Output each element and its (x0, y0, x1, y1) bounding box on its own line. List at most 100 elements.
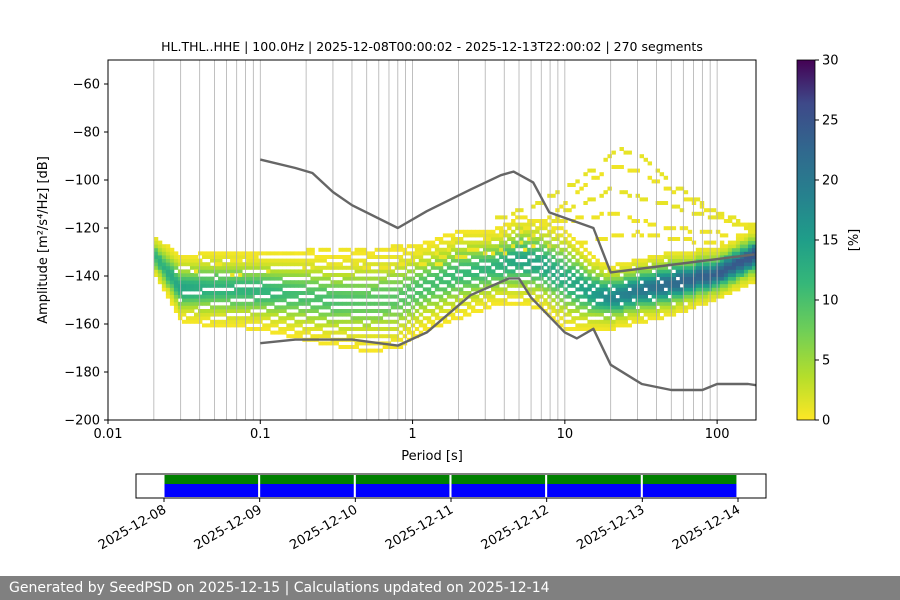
heatmap-cell (410, 255, 416, 259)
coverage-bar-top (164, 475, 259, 484)
heatmap-cell (181, 287, 187, 292)
heatmap-cell (547, 283, 552, 288)
heatmap-cell (683, 262, 689, 267)
heatmap-cell (663, 312, 669, 317)
heatmap-cell (587, 251, 592, 256)
heatmap-cell (342, 247, 347, 252)
heatmap-cell (671, 273, 677, 277)
heatmap-cell (627, 168, 632, 173)
heatmap-cell (394, 294, 400, 299)
heatmap-cell (302, 291, 307, 295)
heatmap-cell (238, 251, 243, 256)
heatmap-cell (547, 265, 552, 270)
heatmap-cell (274, 330, 279, 335)
heatmap-cell (438, 240, 444, 245)
heatmap-cell (655, 269, 661, 274)
heatmap-cell (338, 345, 343, 349)
heatmap-cell (659, 258, 665, 263)
noise-model-low-line (260, 277, 757, 392)
heatmap-cell (242, 294, 247, 299)
heatmap-cell (226, 276, 231, 281)
heatmap-cell (639, 291, 644, 295)
heatmap-cell (322, 294, 327, 299)
heatmap-cell (663, 280, 669, 285)
heatmap-cell (222, 319, 227, 324)
heatmap-cell (422, 280, 428, 285)
heatmap-cell (695, 197, 701, 202)
heatmap-cell (491, 301, 496, 306)
heatmap-cell (173, 251, 179, 256)
heatmap-cell (390, 247, 396, 252)
heatmap-cell (326, 319, 331, 324)
heatmap-cell (567, 294, 572, 299)
heatmap-cell (298, 319, 303, 324)
heatmap-cell (559, 251, 564, 256)
heatmap-cell (515, 208, 520, 213)
heatmap-cell (230, 255, 235, 259)
coverage-bar-top (451, 475, 546, 484)
heatmap-cell (747, 222, 753, 227)
heatmap-cell (418, 301, 424, 306)
heatmap-cell (503, 229, 508, 234)
heatmap-cell (711, 247, 717, 252)
heatmap-cell (687, 269, 693, 274)
heatmap-cell (250, 316, 255, 321)
heatmap-cell (619, 233, 624, 238)
heatmap-cell (394, 280, 400, 285)
heatmap-cell (495, 233, 500, 238)
heatmap-cell (535, 265, 540, 270)
heatmap-cell (326, 294, 331, 299)
heatmap-cell (503, 265, 508, 270)
heatmap-cell (318, 276, 323, 281)
heatmap-cell (406, 251, 412, 256)
heatmap-cell (739, 240, 745, 245)
heatmap-cell (362, 341, 367, 346)
heatmap-cell (615, 301, 620, 306)
heatmap-cell (206, 298, 211, 303)
heatmap-cell (547, 276, 552, 281)
heatmap-cell (571, 244, 576, 249)
heatmap-cell (615, 298, 620, 303)
heatmap-cell (671, 287, 677, 292)
heatmap-cell (438, 237, 444, 241)
heatmap-cell (503, 244, 508, 249)
heatmap-cell (607, 305, 612, 310)
heatmap-cell (651, 305, 657, 310)
heatmap-cell (181, 258, 187, 263)
heatmap-cell (631, 219, 636, 223)
heatmap-cell (430, 262, 436, 267)
heatmap-cell (266, 265, 271, 270)
heatmap-cell (743, 258, 749, 263)
heatmap-cell (643, 312, 649, 317)
heatmap-cell (290, 291, 295, 295)
heatmap-cell (274, 309, 279, 313)
heatmap-cell (551, 316, 556, 321)
heatmap-cell (715, 265, 721, 270)
heatmap-cell (495, 237, 500, 241)
heatmap-cell (390, 273, 396, 277)
heatmap-cell (218, 262, 223, 267)
heatmap-cell (169, 276, 175, 281)
heatmap-cell (663, 294, 669, 299)
heatmap-cell (619, 312, 624, 317)
heatmap-cell (703, 273, 709, 277)
heatmap-cell (639, 301, 644, 306)
heatmap-cell (499, 262, 504, 267)
heatmap-cell (282, 251, 287, 256)
heatmap-cell (181, 301, 187, 306)
heatmap-cell (743, 273, 749, 277)
heatmap-cell (382, 276, 388, 281)
heatmap-cell (603, 237, 608, 241)
heatmap-cell (466, 280, 472, 285)
heatmap-cell (198, 258, 203, 263)
heatmap-cell (181, 273, 187, 277)
colorbar-tick-label: 5 (822, 354, 830, 369)
heatmap-cell (474, 301, 480, 306)
heatmap-cell (462, 273, 468, 277)
heatmap-cell (358, 348, 363, 353)
heatmap-cell (595, 294, 600, 299)
heatmap-cell (543, 291, 548, 295)
heatmap-cell (342, 276, 347, 281)
heatmap-cell (450, 305, 456, 310)
heatmap-cell (298, 334, 303, 339)
